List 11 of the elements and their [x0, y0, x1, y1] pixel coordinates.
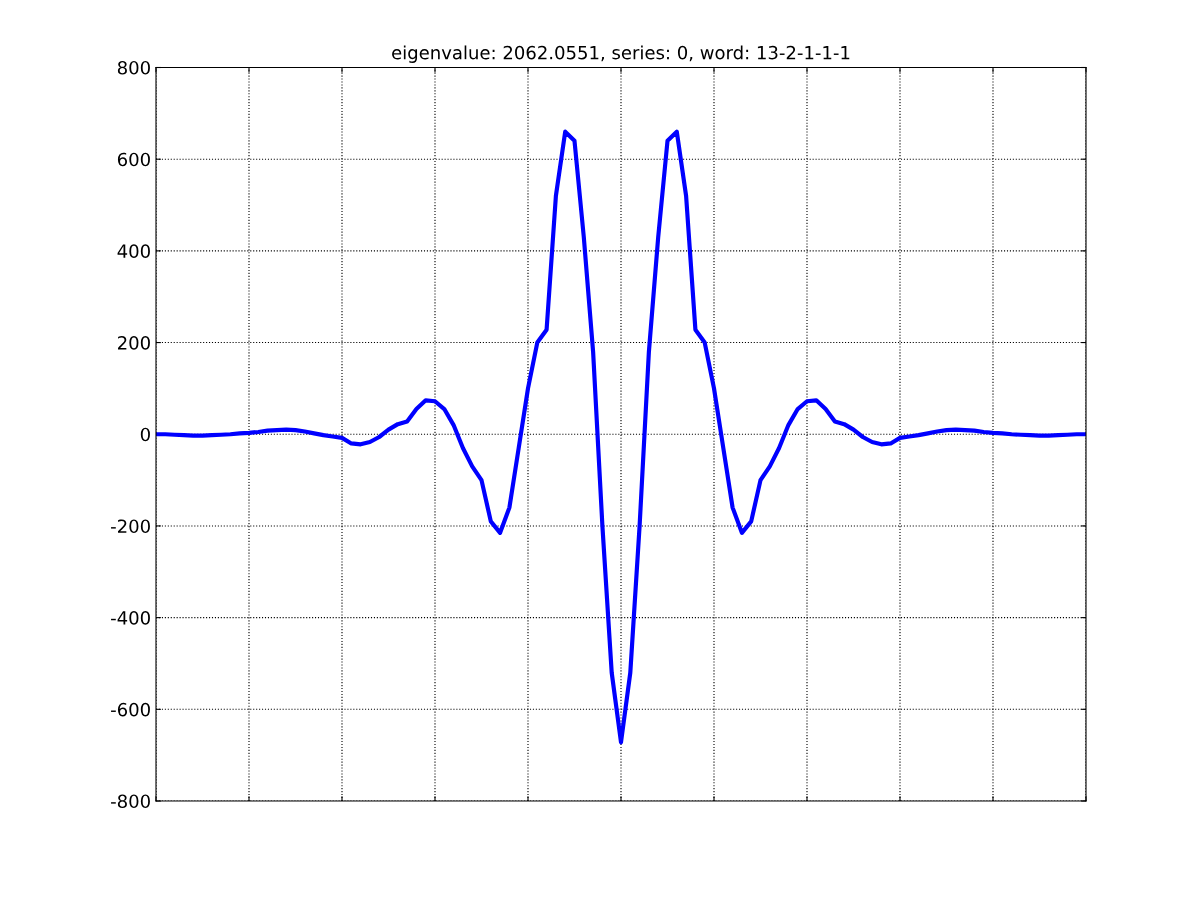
y-tick-label: -800 [111, 794, 150, 809]
y-tick-label: 200 [118, 336, 150, 350]
y-tick-label: -600 [111, 702, 150, 717]
y-tick-label: -400 [111, 611, 150, 625]
line-series [156, 129, 1086, 745]
chart-title: eigenvalue: 2062.0551, series: 0, word: 13-2-1-1-1 [392, 45, 850, 63]
y-tick-label: -200 [111, 519, 150, 534]
y-tick-label: 400 [117, 244, 150, 258]
y-tick-label: 600 [117, 152, 150, 167]
y-tick-label: 800 [117, 60, 150, 75]
y-tick-label: 0 [140, 427, 150, 442]
